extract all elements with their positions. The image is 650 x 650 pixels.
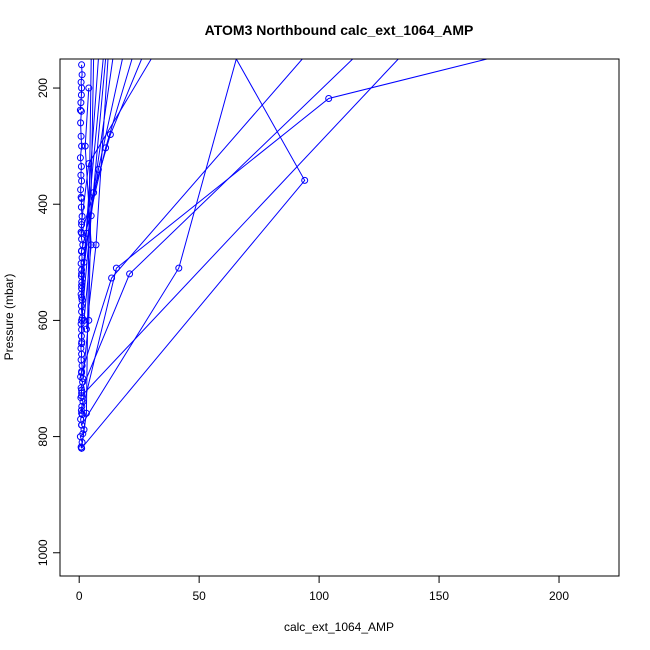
- series-line: [81, 59, 399, 397]
- y-tick-label: 600: [36, 310, 50, 330]
- data-point: [78, 293, 86, 301]
- data-point: [77, 171, 85, 179]
- data-point: [77, 344, 85, 352]
- data-point: [85, 84, 93, 92]
- x-tick-label: 150: [429, 589, 449, 603]
- series-14: [80, 84, 95, 324]
- data-point: [77, 373, 85, 381]
- data-point: [77, 193, 85, 201]
- data-point: [77, 78, 85, 86]
- data-point: [87, 241, 95, 249]
- data-point: [78, 402, 86, 410]
- data-point: [78, 61, 86, 69]
- data-point: [77, 203, 85, 211]
- series-line: [79, 111, 83, 198]
- series-line: [83, 87, 92, 321]
- data-point: [78, 316, 86, 324]
- chart-title: ATOM3 Northbound calc_ext_1064_AMP: [205, 22, 474, 38]
- data-point: [301, 176, 309, 184]
- series-line: [81, 59, 303, 373]
- y-tick-label: 200: [36, 78, 50, 98]
- data-point: [76, 154, 84, 162]
- data-point: [76, 106, 84, 114]
- data-point: [85, 316, 93, 324]
- data-point: [78, 142, 86, 150]
- x-tick-label: 100: [309, 589, 329, 603]
- series-line: [81, 59, 152, 222]
- data-point: [77, 186, 85, 194]
- data-point: [77, 406, 85, 414]
- data-point: [112, 264, 120, 272]
- y-tick-label: 400: [36, 194, 50, 214]
- x-axis-label: calc_ext_1064_AMP: [284, 620, 394, 634]
- data-point: [78, 282, 86, 290]
- data-point: [77, 163, 85, 170]
- data-point: [81, 142, 89, 150]
- data-point: [126, 270, 134, 278]
- data-point: [78, 409, 86, 417]
- data-point: [78, 421, 86, 429]
- data-point: [106, 131, 114, 138]
- data-point: [90, 189, 98, 197]
- series-line: [81, 59, 306, 449]
- data-point: [78, 392, 86, 400]
- series-line: [81, 59, 354, 391]
- data-point: [325, 95, 333, 102]
- data-point: [78, 229, 86, 237]
- series-3: [76, 61, 86, 114]
- y-tick-label: 800: [36, 426, 50, 446]
- series-16: [78, 59, 488, 417]
- x-tick-label: 50: [192, 589, 206, 603]
- plot-area: [76, 59, 488, 452]
- data-point: [77, 99, 85, 107]
- data-point: [94, 165, 102, 173]
- x-tick-label: 0: [76, 589, 83, 603]
- series-10: [78, 59, 123, 278]
- data-point: [78, 218, 86, 226]
- data-point: [78, 444, 86, 452]
- data-point: [175, 264, 183, 272]
- y-axis-label: Pressure (mbar): [2, 274, 16, 361]
- plot-frame: [59, 58, 620, 577]
- data-point: [78, 340, 86, 348]
- data-point: [92, 241, 100, 249]
- series-2: [76, 107, 86, 201]
- y-axis: 200 400 600 800 1000: [36, 78, 61, 566]
- series-line: [81, 59, 488, 414]
- series-line: [79, 64, 83, 111]
- data-point: [78, 247, 86, 255]
- data-point: [78, 270, 86, 278]
- series-15: [82, 59, 109, 333]
- data-point: [78, 369, 86, 377]
- y-tick-label: 1000: [36, 539, 50, 566]
- data-point: [77, 107, 85, 115]
- x-axis: 0 50 100 150 200: [76, 575, 569, 603]
- data-point: [82, 325, 90, 333]
- x-tick-label: 200: [549, 589, 569, 603]
- data-point: [108, 274, 116, 282]
- series-18: [78, 59, 303, 377]
- series-20: [78, 59, 399, 400]
- data-point: [77, 119, 85, 127]
- series-19: [78, 59, 309, 452]
- data-point: [77, 132, 85, 140]
- series-line: [85, 59, 109, 330]
- series-17: [78, 59, 354, 394]
- series-line: [81, 59, 123, 274]
- series-12: [78, 59, 143, 237]
- series-line: [81, 59, 143, 234]
- data-point: [77, 91, 85, 99]
- data-point: [78, 71, 86, 79]
